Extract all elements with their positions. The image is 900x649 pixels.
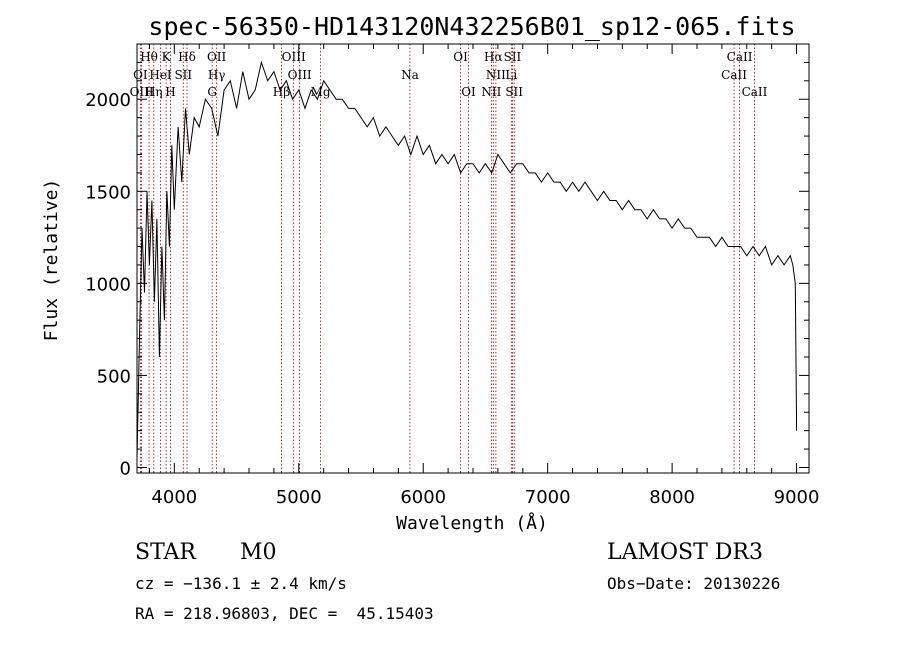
y-axis: 0 500 1000 1500 2000 xyxy=(85,43,809,479)
observation-date: Obs−Date: 20130226 xyxy=(607,574,781,593)
ra-dec-coordinates: RA = 218.96803, DEC = 45.15403 xyxy=(135,604,434,623)
spectral-line-label: OI xyxy=(133,68,148,82)
spectral-line-label: CaII xyxy=(721,68,747,82)
spectral-line-label: Hα xyxy=(484,50,503,64)
spectral-line-label: OII xyxy=(207,50,227,64)
spectral-line-label: Hδ xyxy=(178,50,196,64)
spectral-line-label: NII xyxy=(481,85,501,99)
x-tick-label: 5000 xyxy=(276,487,322,508)
spectral-line-label: CaII xyxy=(742,85,768,99)
spectral-line-label: OIII xyxy=(130,85,154,99)
x-axis-label: Wavelength (Å) xyxy=(396,512,548,534)
spectral-line-label: SII xyxy=(504,50,522,64)
x-tick-label: 6000 xyxy=(400,487,446,508)
spectral-line-label: OIII xyxy=(288,68,312,82)
spectral-line-label: OIII xyxy=(282,50,306,64)
spectral-line-label: SII xyxy=(174,68,192,82)
spectral-line-label: Hθ xyxy=(140,50,158,64)
spectral-line-label: OI xyxy=(461,85,476,99)
y-tick-label: 1500 xyxy=(85,182,131,203)
spectral-line-label: K xyxy=(162,50,172,64)
x-tick-label: 7000 xyxy=(525,487,571,508)
spectral-line-label: Hη xyxy=(145,85,163,99)
spectral-line-label: OI xyxy=(453,50,468,64)
spectral-line-label: HeI xyxy=(149,68,172,82)
y-tick-label: 2000 xyxy=(85,90,131,111)
x-tick-label: 8000 xyxy=(649,487,695,508)
y-tick-label: 1000 xyxy=(85,274,131,295)
spectral-line-label: SII xyxy=(505,85,523,99)
star-type: STAR xyxy=(135,540,196,565)
spectral-line-label: Hβ xyxy=(273,85,290,99)
spectral-line-label: NII xyxy=(486,68,506,82)
spectrum-line xyxy=(136,60,798,459)
spectral-line-label: Mg xyxy=(311,85,331,99)
plot-frame xyxy=(136,43,810,474)
x-tick-label: 9000 xyxy=(774,487,820,508)
y-axis-label: Flux (relative) xyxy=(41,179,62,342)
x-axis: 4000 5000 6000 7000 8000 9000 xyxy=(148,44,820,508)
spectral-line-label: Na xyxy=(401,68,419,82)
spectral-line-label: Hγ xyxy=(208,68,226,82)
spectral-subclass: M0 xyxy=(240,540,277,565)
y-tick-label: 0 xyxy=(120,458,131,479)
spectral-line-label: G xyxy=(207,85,217,99)
survey-name: LAMOST DR3 xyxy=(607,540,763,565)
y-tick-label: 500 xyxy=(97,366,131,387)
spectral-line-label: H xyxy=(165,85,175,99)
spectral-line-label: Li xyxy=(505,68,517,82)
chart-title: spec-56350-HD143120N432256B01_sp12-065.f… xyxy=(148,12,795,41)
x-tick-label: 4000 xyxy=(151,487,197,508)
redshift-cz: cz = −136.1 ± 2.4 km/s xyxy=(135,574,347,593)
spectral-line-label: CaII xyxy=(727,50,753,64)
